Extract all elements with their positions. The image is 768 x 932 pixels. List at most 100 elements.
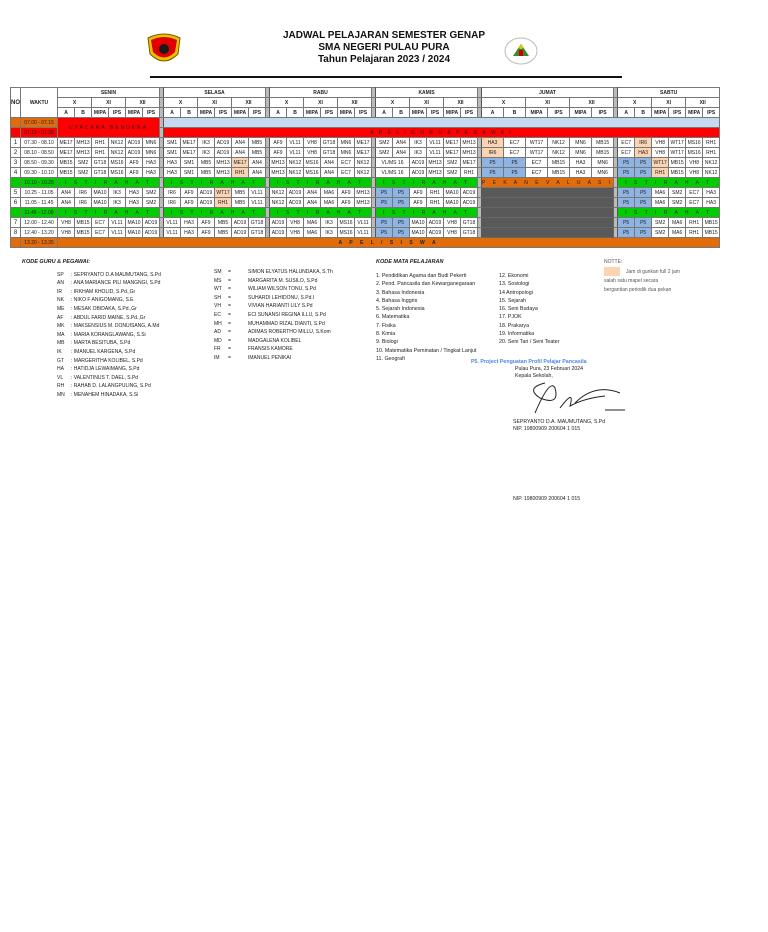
- schedule-cell: P5: [375, 227, 393, 238]
- teacher-entry: WT = WILIAM WILSON TONU, S.Pd: [214, 285, 333, 294]
- schedule-cell: GT18: [91, 167, 109, 178]
- teacher-entry: EC = ECI SUNANSI REGINA ILLU, S.Pd: [214, 311, 333, 320]
- schedule-cell: VL11: [354, 227, 372, 238]
- schedule-cell: ME17: [231, 157, 249, 168]
- schedule-cell: VH8: [303, 137, 321, 148]
- schedule-cell: VH8: [57, 217, 75, 228]
- schedule-cell: VH8: [685, 157, 704, 168]
- schedule-cell: AF9: [269, 137, 287, 148]
- teacher-name: ADIMAS ROBERTHO MILLU, S.Kom: [248, 329, 331, 336]
- teacher-code: MN: [57, 391, 65, 398]
- teacher-entry: VL: VALENTINUS T. DAEL, S.Pd: [57, 374, 161, 383]
- grade-header: XII: [337, 97, 372, 108]
- teacher-entry: NK: NIKO F ANIGOMANG, S.E: [57, 296, 161, 305]
- teacher-codes-heading: KODE GURU & PEGAWAI:: [22, 259, 91, 265]
- subject-codes-heading: KODE MATA PELAJARAN: [376, 259, 444, 265]
- schedule-cell: AN4: [57, 197, 75, 208]
- period-number: 8: [10, 227, 21, 238]
- teacher-name: MADGALENA KOLIBEL: [248, 337, 302, 344]
- schedule-cell: AF9: [125, 167, 143, 178]
- grade-header: XII: [443, 97, 478, 108]
- grade-header: X: [375, 97, 410, 108]
- schedule-cell: VH8: [651, 137, 670, 148]
- istirahat-banner: I S T I R A H A T: [163, 177, 266, 188]
- schedule-cell: MS16: [337, 217, 355, 228]
- schedule-cell: MA6: [303, 217, 321, 228]
- peach-swatch: [604, 267, 620, 276]
- schedule-cell: HA3: [180, 227, 198, 238]
- class-header: IPS: [142, 107, 160, 118]
- schedule-cell: MH13: [426, 167, 444, 178]
- schedule-cell: P5: [634, 167, 653, 178]
- schedule-cell: IK3: [320, 227, 338, 238]
- class-header: A: [617, 107, 636, 118]
- schedule-cell: RH1: [426, 197, 444, 208]
- teacher-code: AF: [57, 314, 64, 321]
- schedule-cell: SM2: [651, 217, 670, 228]
- grade-header: XII: [569, 97, 615, 108]
- schedule-cell: AN4: [231, 147, 249, 158]
- class-header: MIPA: [409, 107, 427, 118]
- schedule-cell: RH1: [426, 187, 444, 198]
- grade-header: X: [480, 97, 527, 108]
- schedule-cell: VH8: [286, 217, 304, 228]
- schedule-cell: SM1: [180, 167, 198, 178]
- schedule-cell: ME17: [57, 137, 75, 148]
- schedule-cell: P5: [503, 167, 527, 178]
- schedule-cell: NK12: [108, 137, 126, 148]
- schedule-cell: AF9: [269, 147, 287, 158]
- schedule-cell: RH1: [685, 227, 704, 238]
- schedule-cell: AD19: [460, 187, 478, 198]
- teacher-code: EC: [214, 311, 221, 318]
- subject-entry: 20. Seni Tari / Seni Teater: [499, 339, 560, 346]
- schedule-cell: MB15: [547, 167, 571, 178]
- schedule-cell: MB5: [214, 227, 232, 238]
- schedule-cell: P5: [634, 157, 653, 168]
- schedule-cell: VH8: [443, 217, 461, 228]
- schedule-cell: IK3: [409, 137, 427, 148]
- schedule-cell: EC7: [337, 167, 355, 178]
- schedule-cell: AD19: [286, 197, 304, 208]
- schedule-cell: P5: [617, 157, 636, 168]
- schedule-cell: SM2: [375, 147, 393, 158]
- time-slot: 10.25 - 11.05: [20, 187, 58, 198]
- schedule-cell: MH13: [354, 197, 372, 208]
- class-header: IPS: [108, 107, 126, 118]
- schedule-cell: RH1: [702, 137, 721, 148]
- schedule-cell: MN6: [142, 147, 160, 158]
- schedule-cell: VL11: [248, 187, 266, 198]
- schedule-cell: AD19: [269, 217, 287, 228]
- schedule-cell: IK3: [409, 147, 427, 158]
- teacher-code: MA: [57, 331, 65, 338]
- blank-dark: [480, 207, 615, 218]
- schedule-cell: IK3: [108, 197, 126, 208]
- schedule-cell: MN6: [569, 137, 593, 148]
- schedule-cell: WT17: [668, 147, 687, 158]
- class-header: B: [286, 107, 304, 118]
- schedule-cell: HA3: [702, 197, 721, 208]
- subject-entry: 4. Bahasa Inggris: [376, 297, 418, 304]
- subject-entry: 10. Matematika Peminatan / Tingkat Lanju…: [376, 347, 477, 354]
- schedule-cell: MN6: [591, 157, 615, 168]
- schedule-cell: VH8: [651, 147, 670, 158]
- class-header: IPS: [214, 107, 232, 118]
- schedule-cell: MB15: [74, 217, 92, 228]
- class-header: B: [74, 107, 92, 118]
- schedule-cell: VH8: [685, 167, 704, 178]
- schedule-cell: MB15: [57, 167, 75, 178]
- schedule-cell: MB5: [248, 147, 266, 158]
- schedule-cell: EC7: [617, 147, 636, 158]
- teacher-name: : ANA MARIANCE PILI MANGNGI, S.Pd: [71, 280, 161, 287]
- teacher-name: MARGARITA M. SUSILO, S.Pd: [248, 277, 318, 284]
- schedule-cell: IR6: [163, 197, 181, 208]
- schedule-cell: MB15: [547, 157, 571, 168]
- class-header: MIPA: [303, 107, 321, 118]
- teacher-code: IK: [57, 348, 62, 355]
- schedule-cell: MH13: [74, 147, 92, 158]
- equals-sign: =: [228, 277, 231, 284]
- schedule-cell: VH8: [303, 147, 321, 158]
- schedule-cell: HA3: [125, 187, 143, 198]
- schedule-cell: AD19: [460, 197, 478, 208]
- teacher-entry: AF: ABDUL FARID MAINE, S.Pd.,Gr: [57, 314, 161, 323]
